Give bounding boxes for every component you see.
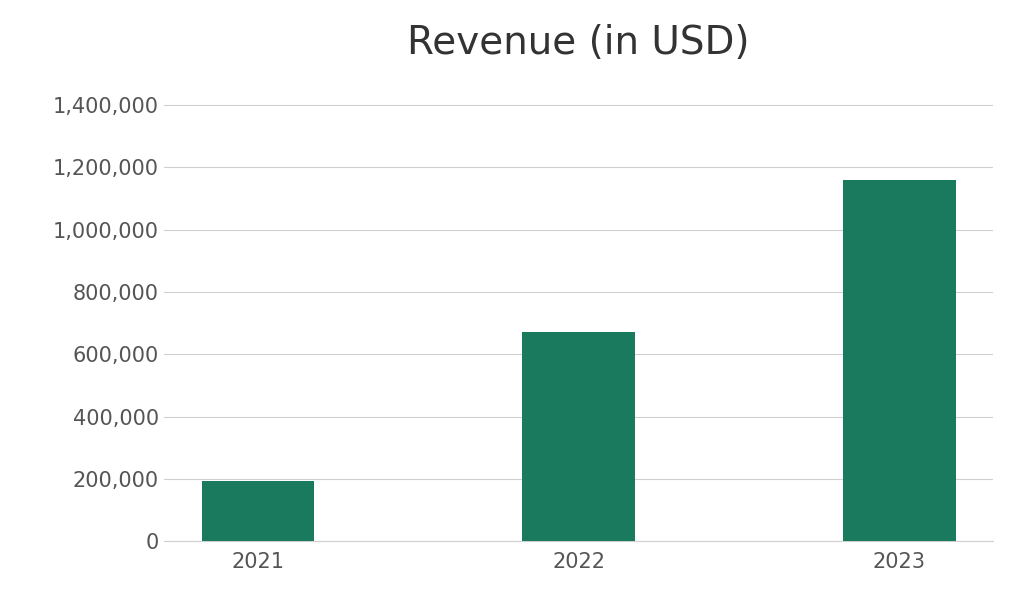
Bar [844, 180, 955, 541]
Bar [202, 481, 313, 541]
Bar [522, 333, 635, 541]
Title: Revenue (in USD): Revenue (in USD) [408, 25, 750, 62]
